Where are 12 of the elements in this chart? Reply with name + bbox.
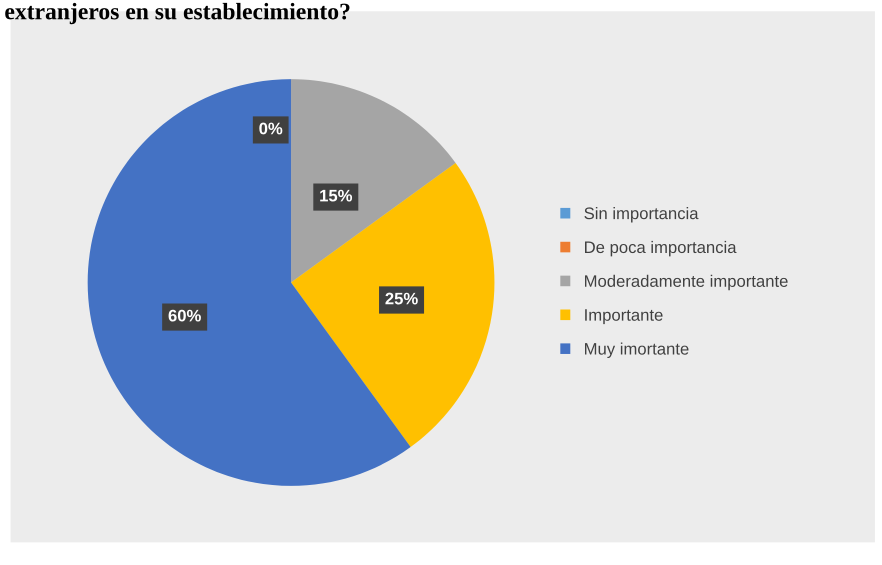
- data-label: 25%: [385, 292, 418, 304]
- data-label: 15%: [320, 190, 352, 202]
- legend-label: De poca importancia: [585, 240, 736, 256]
- legend-label: Muy imortante: [585, 342, 688, 358]
- chart-title: extranjeros en su establecimiento?: [5, 2, 350, 24]
- data-label: 60%: [168, 310, 201, 322]
- legend-label: Sin importancia: [584, 206, 699, 223]
- pie-slice: [291, 79, 456, 282]
- legend-label: Importante: [585, 309, 663, 324]
- pie-slice: [291, 162, 494, 448]
- text: 0%: [259, 122, 282, 134]
- legend-label: Moderadamente importante: [585, 274, 788, 290]
